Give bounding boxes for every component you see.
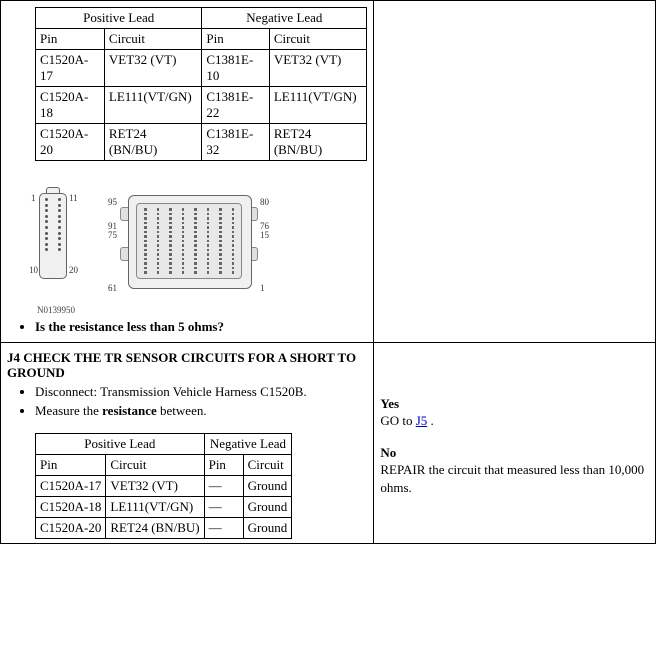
t1-r0-ppin: C1520A-17 bbox=[36, 50, 105, 87]
lead-table-2: Positive Lead Negative Lead Pin Circuit … bbox=[35, 433, 292, 539]
t2-r1-d: — bbox=[204, 496, 243, 517]
t1-r1-ppin: C1520A-18 bbox=[36, 87, 105, 124]
t1-r2-pc: RET24 (BN/BU) bbox=[104, 124, 201, 161]
lbl-75: 75 bbox=[108, 230, 117, 240]
t2-r2-d: — bbox=[204, 517, 243, 538]
step-j4-cell: J4 CHECK THE TR SENSOR CIRCUITS FOR A SH… bbox=[1, 342, 374, 543]
t2-r2-ppin: C1520A-20 bbox=[36, 517, 106, 538]
connector-large-icon bbox=[120, 187, 258, 297]
t1-pin-h1: Pin bbox=[36, 29, 105, 50]
step-j4-title: J4 CHECK THE TR SENSOR CIRCUITS FOR A SH… bbox=[7, 351, 365, 381]
t2-pin-h1: Pin bbox=[36, 454, 106, 475]
t1-r2-ppin: C1520A-20 bbox=[36, 124, 105, 161]
t1-r2-nc: RET24 (BN/BU) bbox=[269, 124, 367, 161]
lbl-61: 61 bbox=[108, 283, 117, 293]
answer-j3-cell bbox=[374, 1, 656, 343]
t1-r0-npin: C1381E-10 bbox=[202, 50, 269, 87]
answer-no-label: No bbox=[380, 444, 649, 462]
t2-r0-nc: Ground bbox=[243, 475, 292, 496]
j4-bullet-2: Measure the resistance between. bbox=[35, 403, 367, 419]
answer-yes-text: GO to J5 . bbox=[380, 412, 649, 430]
link-j5[interactable]: J5 bbox=[416, 413, 428, 428]
lbl-15: 15 bbox=[260, 230, 269, 240]
t1-r2-npin: C1381E-32 bbox=[202, 124, 269, 161]
t2-r0-pc: VET32 (VT) bbox=[106, 475, 204, 496]
step-j3-cell: Positive Lead Negative Lead Pin Circuit … bbox=[1, 1, 374, 343]
t2-circ-h2: Circuit bbox=[243, 454, 292, 475]
t1-pin-h2: Pin bbox=[202, 29, 269, 50]
t2-r2-pc: RET24 (BN/BU) bbox=[106, 517, 204, 538]
t1-r1-pc: LE111(VT/GN) bbox=[104, 87, 201, 124]
diagnostic-table: Positive Lead Negative Lead Pin Circuit … bbox=[0, 0, 656, 544]
t1-r0-nc: VET32 (VT) bbox=[269, 50, 367, 87]
connector-figure: 1 11 10 20 95 91 75 61 80 7 bbox=[35, 185, 367, 315]
t1-circ-h1: Circuit bbox=[104, 29, 201, 50]
t2-circ-h1: Circuit bbox=[106, 454, 204, 475]
t2-r1-ppin: C1520A-18 bbox=[36, 496, 106, 517]
connector-small-icon bbox=[37, 187, 67, 279]
lbl-95: 95 bbox=[108, 197, 117, 207]
t2-pos-header: Positive Lead bbox=[36, 433, 205, 454]
t2-neg-header: Negative Lead bbox=[204, 433, 292, 454]
t2-r0-d: — bbox=[204, 475, 243, 496]
lbl-r1: 1 bbox=[260, 283, 265, 293]
j4-bullet-1: Disconnect: Transmission Vehicle Harness… bbox=[35, 384, 367, 400]
lbl-80: 80 bbox=[260, 197, 269, 207]
answer-no-text: REPAIR the circuit that measured less th… bbox=[380, 461, 649, 496]
question-j3: Is the resistance less than 5 ohms? bbox=[35, 319, 367, 335]
t2-r0-ppin: C1520A-17 bbox=[36, 475, 106, 496]
t1-r0-pc: VET32 (VT) bbox=[104, 50, 201, 87]
lbl-10: 10 bbox=[29, 265, 38, 275]
t1-pos-header: Positive Lead bbox=[36, 8, 202, 29]
t1-r1-npin: C1381E-22 bbox=[202, 87, 269, 124]
t2-r2-nc: Ground bbox=[243, 517, 292, 538]
t2-r1-pc: LE111(VT/GN) bbox=[106, 496, 204, 517]
lbl-11: 11 bbox=[69, 193, 78, 203]
t2-pin-h2: Pin bbox=[204, 454, 243, 475]
figure-id: N0139950 bbox=[37, 305, 75, 315]
answer-j4-cell: Yes GO to J5 . No REPAIR the circuit tha… bbox=[374, 342, 656, 543]
answer-yes-label: Yes bbox=[380, 395, 649, 413]
lead-table-1: Positive Lead Negative Lead Pin Circuit … bbox=[35, 7, 367, 161]
t1-circ-h2: Circuit bbox=[269, 29, 367, 50]
lbl-1: 1 bbox=[31, 193, 36, 203]
lbl-20: 20 bbox=[69, 265, 78, 275]
t2-r1-nc: Ground bbox=[243, 496, 292, 517]
t1-neg-header: Negative Lead bbox=[202, 8, 367, 29]
t1-r1-nc: LE111(VT/GN) bbox=[269, 87, 367, 124]
